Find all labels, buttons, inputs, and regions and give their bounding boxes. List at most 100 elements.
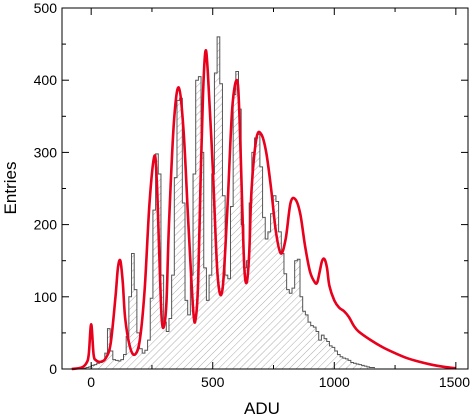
histogram-bin <box>176 100 180 370</box>
histogram-bin <box>206 300 210 369</box>
histogram-bin <box>193 174 196 369</box>
histogram-bin <box>110 350 113 369</box>
histogram-bin <box>283 273 287 369</box>
histogram-bin <box>211 174 215 369</box>
histogram-bin <box>321 335 325 369</box>
histogram-bin <box>115 360 119 369</box>
histogram-bin <box>217 36 220 369</box>
histogram-bin <box>155 153 159 369</box>
y-tick-label: 300 <box>34 144 58 160</box>
y-axis-title: Entries <box>1 162 20 215</box>
histogram-bin <box>238 109 242 369</box>
histogram-bin <box>190 275 194 369</box>
histogram-bin <box>358 364 362 369</box>
histogram-bin <box>300 296 303 369</box>
histogram-bin <box>353 363 357 369</box>
histogram-bin <box>369 367 373 369</box>
histogram-bin <box>262 217 266 369</box>
histogram-bin <box>273 195 276 369</box>
histogram-bin <box>305 314 309 369</box>
histogram-bin <box>275 201 279 369</box>
histogram-bin <box>168 318 172 369</box>
histogram-bin <box>147 340 151 369</box>
y-tick-label: 200 <box>34 217 58 233</box>
histogram-bin <box>230 206 234 369</box>
histogram-bin <box>201 152 204 369</box>
histogram-bin <box>334 350 338 369</box>
fit-curve <box>71 49 456 371</box>
histogram-bin <box>179 98 183 369</box>
histogram-bin <box>366 366 370 369</box>
histogram-bin <box>372 367 375 369</box>
histogram-bin <box>166 331 169 369</box>
x-tick-label: 1500 <box>439 374 470 390</box>
histogram-bin <box>104 353 108 369</box>
y-tick-label: 100 <box>34 289 58 305</box>
histogram-bin <box>195 80 199 369</box>
histogram-bin <box>91 365 95 369</box>
fit-curve-layer <box>71 49 456 371</box>
histogram-bin <box>289 293 292 369</box>
histogram-bin <box>209 275 212 369</box>
histogram-bin <box>326 341 330 369</box>
histogram-bin <box>329 345 333 369</box>
histogram-bin <box>350 362 354 369</box>
y-tick-label: 400 <box>34 72 58 88</box>
histogram-bin <box>241 224 244 369</box>
x-tick-label: 500 <box>201 374 225 390</box>
histogram-bin <box>227 278 231 369</box>
histogram-bin <box>249 202 252 369</box>
histogram-bin <box>286 289 290 369</box>
histogram-bin <box>257 134 260 369</box>
histogram-bin <box>243 267 247 369</box>
histogram-bin <box>174 177 177 369</box>
histogram-bin <box>259 166 263 369</box>
histogram-bin <box>150 298 153 369</box>
histogram-bin <box>332 347 335 369</box>
histogram-bin <box>348 360 351 369</box>
histogram-bin <box>112 359 116 369</box>
histogram-bin <box>142 353 145 369</box>
histogram-outline <box>62 36 375 370</box>
histogram-bin <box>281 253 284 369</box>
histogram-bin <box>342 358 346 369</box>
histogram-bin <box>291 288 295 369</box>
y-tick-label: 0 <box>49 361 57 377</box>
histogram-bin <box>128 296 132 369</box>
histogram-bin <box>126 336 129 369</box>
histogram-bin <box>356 363 359 369</box>
histogram-layer <box>62 36 375 370</box>
histogram-bin <box>118 361 121 369</box>
histogram-bin <box>120 359 124 369</box>
histogram-bin <box>182 202 186 369</box>
histogram-bin <box>337 354 341 369</box>
histogram-bin <box>318 340 322 369</box>
histogram-bin <box>233 94 236 369</box>
histogram-bin <box>364 366 367 369</box>
histogram-bin <box>324 338 327 369</box>
histogram-bin <box>134 289 137 369</box>
histogram-bin <box>310 325 314 369</box>
histogram-bin <box>235 71 239 369</box>
histogram-bin <box>278 231 282 369</box>
histogram-bin <box>308 322 311 369</box>
histogram-bin <box>123 354 127 369</box>
x-tick-label: 0 <box>87 374 95 390</box>
histogram-bin <box>225 275 228 369</box>
histogram-bin <box>99 362 103 369</box>
histogram-bin <box>94 364 97 369</box>
histogram-bin <box>267 231 271 369</box>
x-tick-label: 1000 <box>319 374 350 390</box>
histogram-bin <box>163 322 167 369</box>
axes: 0 100 200 300 400 500 0 500 1000 1500 <box>34 0 471 390</box>
histogram-bin <box>316 331 319 369</box>
histogram-bin <box>96 363 100 369</box>
histogram-bin <box>203 267 207 369</box>
histogram-bin <box>294 260 298 369</box>
histogram-bin <box>361 365 365 369</box>
histogram-bin <box>131 253 135 369</box>
histogram-bin <box>302 311 306 369</box>
histogram-bin <box>171 275 175 369</box>
